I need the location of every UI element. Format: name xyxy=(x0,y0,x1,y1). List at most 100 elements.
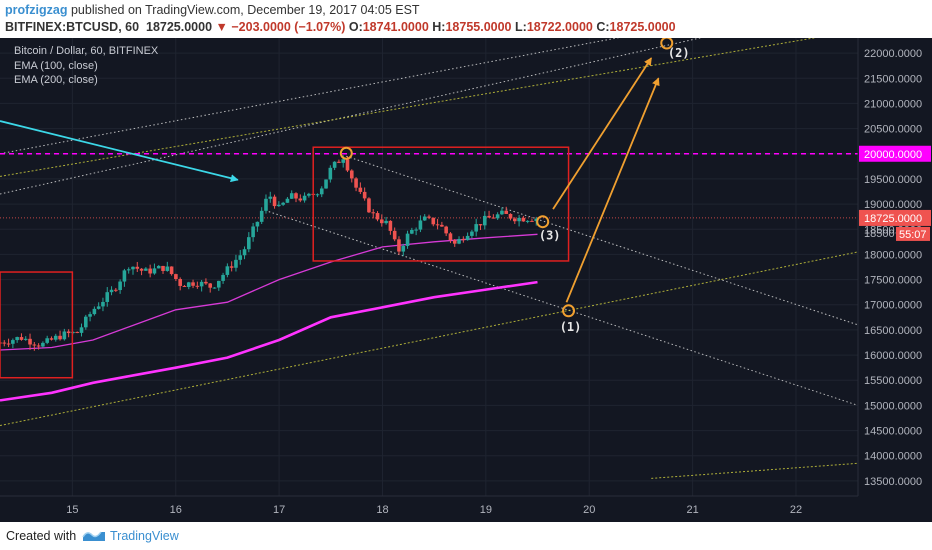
candles xyxy=(0,155,539,351)
candle-body xyxy=(126,269,131,271)
y-tick-label: 14000.0000 xyxy=(864,451,922,463)
x-tick-label: 21 xyxy=(686,504,698,516)
annotation-arrow xyxy=(552,57,653,210)
y-tick-label: 16000.0000 xyxy=(864,350,922,362)
y-tick-label: 19000.0000 xyxy=(864,199,922,211)
ohlc-close: C:18725.0000 xyxy=(596,20,676,34)
y-tick-label: 21500.0000 xyxy=(864,73,922,85)
candle-body xyxy=(88,314,92,317)
y-tick-label: 19500.0000 xyxy=(864,174,922,186)
candle-body xyxy=(0,342,2,344)
candle-body xyxy=(315,194,320,196)
candle-body xyxy=(491,217,496,219)
candle-body xyxy=(182,285,187,287)
y-tick-label: 15500.0000 xyxy=(864,375,922,387)
candle-body xyxy=(410,229,414,234)
chart-area[interactable]: (1) (2) (3) 13500.0000 14000.0000 14500.0000 1… xyxy=(0,38,932,522)
candle-body xyxy=(66,331,71,334)
candle-body xyxy=(328,167,333,180)
candle-body xyxy=(186,282,191,287)
trend-line-triangle-upper xyxy=(346,155,858,326)
candle-body xyxy=(11,340,15,344)
candle-body xyxy=(457,238,461,244)
candle-body xyxy=(435,224,440,226)
candle-body xyxy=(285,198,290,203)
annotation-label: (1) xyxy=(560,320,582,334)
created-with-text: Created with xyxy=(6,529,77,543)
candle-body xyxy=(474,224,478,232)
candle-body xyxy=(482,215,487,226)
grid xyxy=(0,38,858,496)
candle-body xyxy=(251,226,255,238)
publish-line: profzigzag published on TradingView.com,… xyxy=(5,3,420,17)
trend-line-yellow-upper xyxy=(0,38,817,177)
candle-body xyxy=(161,265,165,271)
candle-body xyxy=(58,335,62,340)
candle-body xyxy=(401,245,406,252)
author-link[interactable]: profzigzag xyxy=(5,3,68,17)
candle-body xyxy=(15,337,19,341)
candle-body xyxy=(255,221,260,227)
annotation-circle xyxy=(660,38,674,50)
annotation-arrow xyxy=(565,77,660,303)
annotation-arrow xyxy=(0,120,239,183)
candle-body xyxy=(521,217,526,222)
candle-body xyxy=(204,281,208,284)
candle-body xyxy=(427,216,431,218)
candle-body xyxy=(384,220,388,224)
x-tick-label: 16 xyxy=(170,504,182,516)
candle-body xyxy=(242,249,247,256)
candle-body xyxy=(397,239,401,252)
candle-body xyxy=(332,161,337,168)
countdown-label: 55:07 xyxy=(899,229,927,241)
candle-body xyxy=(41,342,45,347)
candle-body xyxy=(92,308,97,315)
y-tick-label: 13500.0000 xyxy=(864,476,922,488)
candle-body xyxy=(448,233,453,241)
candle-body xyxy=(6,343,11,345)
ohlc-high: H:18755.0000 xyxy=(432,20,512,34)
trend-line-channel-lower xyxy=(268,211,858,406)
candle-body xyxy=(23,338,28,340)
candle-body xyxy=(358,187,363,192)
trend-line-channel-upper-2 xyxy=(0,38,620,155)
candle-body xyxy=(259,210,264,222)
x-axis-bg xyxy=(0,496,932,522)
candle-body xyxy=(513,218,517,222)
candle-body xyxy=(367,198,371,213)
candle-body xyxy=(195,285,200,287)
candle-body xyxy=(362,191,367,199)
x-axis: 15 16 17 18 19 20 21 22 xyxy=(0,495,932,522)
price-badge xyxy=(859,209,931,226)
candle-body xyxy=(169,266,174,275)
candle-body xyxy=(302,195,307,201)
candle-body xyxy=(75,331,80,333)
legend-ema200: EMA (200, close) xyxy=(14,74,98,86)
tradingview-brand[interactable]: TradingView xyxy=(110,529,179,543)
price-badge-label: 18725.0000 xyxy=(864,213,922,225)
range-box xyxy=(312,146,570,262)
candle-body xyxy=(319,188,324,195)
chart-svg[interactable]: (1)(2)(3)13500.000014000.000014500.00001… xyxy=(0,38,932,522)
candle-body xyxy=(49,338,54,340)
candle-body xyxy=(478,224,483,226)
ohlc-low: L:18722.0000 xyxy=(515,20,593,34)
candle-body xyxy=(178,279,182,286)
candle-body xyxy=(36,345,41,347)
candle-body xyxy=(199,281,204,287)
candle-body xyxy=(118,281,122,291)
annotation-circle xyxy=(562,304,576,318)
plot-layer: (1) (2) (3) xyxy=(0,38,858,479)
candle-body xyxy=(444,226,448,234)
x-tick-label: 20 xyxy=(583,504,595,516)
symbol-text: BITFINEX:BTCUSD, 60 xyxy=(5,20,140,34)
candle-body xyxy=(422,216,427,221)
trend-line-yellow-lower xyxy=(0,251,858,427)
y-tick-label: 20500.0000 xyxy=(864,124,922,136)
candle-body xyxy=(508,213,513,219)
footer: Created with TradingView xyxy=(0,522,932,550)
publish-header: profzigzag published on TradingView.com,… xyxy=(0,0,932,38)
candle-body xyxy=(530,220,534,222)
partial-tick-label: 18500 xyxy=(864,228,895,240)
y-axis: 13500.0000 14000.0000 14500.0000 15000.0000… xyxy=(857,38,931,522)
